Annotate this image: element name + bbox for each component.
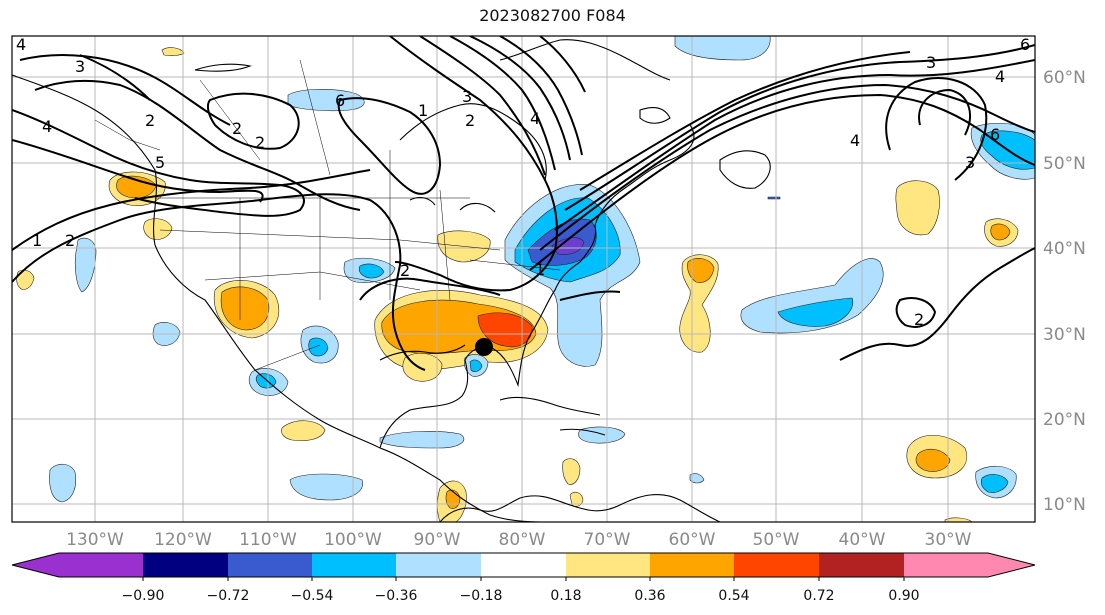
lat-label: 10°N	[1043, 495, 1086, 515]
colorbar-segment	[819, 553, 904, 577]
colorbar-label: −0.36	[375, 588, 418, 604]
colorbar-segment	[228, 553, 312, 577]
contour-label: 2	[65, 231, 75, 250]
contour-label: 2	[255, 133, 265, 152]
colorbar-label: −0.72	[207, 588, 250, 604]
colorbar-label: 0.54	[718, 588, 749, 604]
lon-label: 60°W	[669, 530, 716, 550]
contour-label: 5	[155, 153, 165, 172]
colorbar-label: −0.54	[291, 588, 334, 604]
map-frame	[11, 35, 1036, 523]
colorbar-label: −0.90	[122, 588, 165, 604]
colorbar-segment	[904, 553, 988, 577]
contour-label: 6	[335, 91, 345, 110]
lat-label: 40°N	[1043, 239, 1086, 259]
lon-label: 50°W	[753, 530, 800, 550]
map-title: 2023082700 F084	[479, 6, 626, 25]
contour-label: 3	[75, 57, 85, 76]
contour-label: 3	[965, 153, 975, 172]
contour-label: 1	[32, 231, 42, 250]
colorbar-extend-high	[988, 553, 1035, 577]
contour-label: 6	[990, 125, 1000, 144]
colorbar-label: 0.36	[634, 588, 665, 604]
colorbar-segment	[734, 553, 819, 577]
colorbar-label: 0.18	[550, 588, 581, 604]
colorbar-label: 0.90	[888, 588, 919, 604]
map-panel: 1 2 3 4 5 6 2 4 6 4 2 3 2 2 1 2 1 3 4 6 …	[12, 35, 1035, 522]
contour-label: 2	[465, 111, 475, 130]
colorbar-segment	[396, 553, 481, 577]
contour-label: 3	[462, 87, 472, 106]
contour-label: 2	[400, 261, 410, 280]
colorbar-ticks	[142, 577, 905, 581]
lon-label: 130°W	[66, 530, 124, 550]
colorbar-extend-low	[12, 553, 59, 577]
colorbar-segment	[650, 553, 734, 577]
colorbar-segment	[143, 553, 228, 577]
contour-label: 3	[926, 53, 936, 72]
political-borders	[94, 59, 561, 371]
lat-label: 60°N	[1043, 68, 1086, 88]
lat-label: 20°N	[1043, 410, 1086, 430]
contour-label: 2	[145, 111, 155, 130]
colorbar-segments	[12, 553, 1035, 577]
lat-lon-grid	[12, 36, 1035, 522]
lat-label: 50°N	[1043, 154, 1086, 174]
lon-label: 90°W	[414, 530, 461, 550]
contour-label: 1	[418, 101, 428, 120]
latitude-labels: 60°N 50°N 40°N 30°N 20°N 10°N	[1043, 68, 1086, 515]
contour-label: 4	[850, 131, 860, 150]
storm-center-dot	[475, 338, 493, 356]
colorbar-segment	[481, 553, 566, 577]
colorbar-segment	[566, 553, 650, 577]
longitude-labels: 130°W 120°W 110°W 100°W 90°W 80°W 70°W 6…	[66, 530, 972, 550]
contour-label: 2	[232, 119, 242, 138]
colorbar: −0.90 −0.72 −0.54 −0.36 −0.18 0.18 0.36 …	[11, 552, 1036, 604]
contour-label: 6	[1020, 35, 1030, 54]
lon-label: 100°W	[324, 530, 382, 550]
lon-label: 70°W	[584, 530, 631, 550]
contour-lines	[12, 36, 1035, 371]
contour-label: 1	[535, 260, 545, 279]
contour-label: 4	[530, 109, 540, 128]
colorbar-segment	[312, 553, 396, 577]
lon-label: 110°W	[239, 530, 297, 550]
contour-label: 2	[914, 310, 924, 329]
contour-label: 4	[42, 117, 52, 136]
lat-label: 30°N	[1043, 325, 1086, 345]
anomaly-fills	[16, 36, 1035, 522]
colorbar-outline	[11, 552, 1036, 578]
lon-label: 40°W	[839, 530, 886, 550]
colorbar-segment	[59, 553, 143, 577]
colorbar-label: 0.72	[803, 588, 834, 604]
contour-label: 4	[16, 35, 26, 54]
colorbar-label: −0.18	[460, 588, 503, 604]
colorbar-labels: −0.90 −0.72 −0.54 −0.36 −0.18 0.18 0.36 …	[122, 588, 920, 604]
lon-label: 120°W	[154, 530, 212, 550]
contour-labels: 1 2 3 4 5 6 2 4 6 4 2 3 2 2 1 2 1 3 4 6 …	[16, 35, 1030, 329]
lon-label: 30°W	[925, 530, 972, 550]
contour-label: 4	[995, 67, 1005, 86]
lon-label: 80°W	[499, 530, 546, 550]
